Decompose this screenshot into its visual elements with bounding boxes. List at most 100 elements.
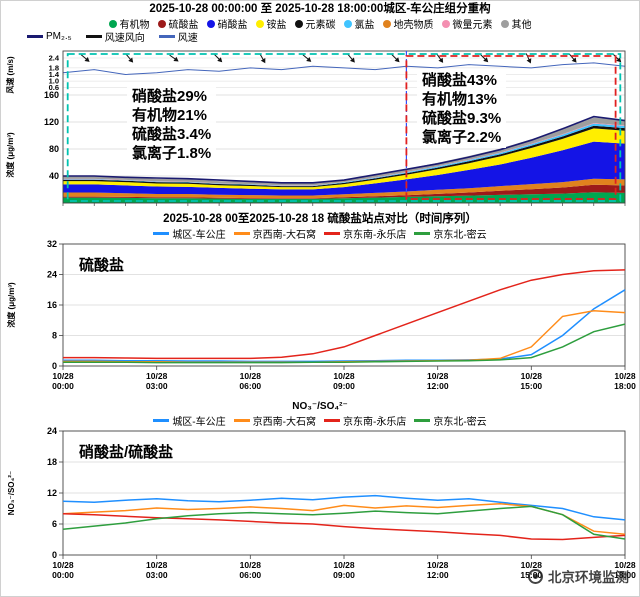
legend-item-ammonium: 铵盐 bbox=[255, 16, 287, 31]
svg-text:0: 0 bbox=[52, 550, 57, 560]
svg-text:8: 8 bbox=[52, 331, 57, 341]
ratio-axis-title: NO₃⁻/SO₄²⁻ bbox=[292, 401, 348, 412]
legend-swatch-icon bbox=[206, 19, 215, 28]
series-lines bbox=[62, 494, 626, 541]
sulfate-chart-panel: 2025-10-28 00至2025-10-28 18 硫酸盐站点对比（时间序列… bbox=[1, 211, 639, 414]
legend-label: PM₂.₅ bbox=[46, 31, 72, 42]
legend-label: 城区-车公庄 bbox=[172, 230, 226, 241]
wind-arrow-icon bbox=[347, 53, 355, 63]
composition-summary-late: 硝酸盐43% 有机物13% 硫酸盐9.3% 氯离子2.2% bbox=[417, 70, 507, 148]
legend-swatch-icon bbox=[108, 19, 117, 28]
legend-label: 微量元素 bbox=[452, 20, 493, 31]
svg-text:10/28: 10/28 bbox=[146, 560, 168, 570]
svg-text:00:00: 00:00 bbox=[52, 570, 74, 580]
summary-line: 氯离子1.8% bbox=[132, 145, 212, 162]
conc-axis-label: 浓度 (μg/m³) bbox=[5, 132, 15, 178]
svg-text:06:00: 06:00 bbox=[239, 570, 261, 580]
legend-swatch-icon bbox=[157, 19, 166, 28]
sulfate-stations-legend: 城区-车公庄 京西南-大石窝 京东南-永乐店 京东北-密云 bbox=[1, 226, 639, 241]
svg-text:18: 18 bbox=[47, 457, 57, 467]
legend-item-organic: 有机物 bbox=[108, 16, 150, 31]
svg-text:24: 24 bbox=[47, 427, 57, 436]
svg-text:0: 0 bbox=[52, 361, 57, 371]
legend-item-wind-direction: 风速风向 bbox=[85, 29, 145, 44]
summary-line: 硝酸盐29% bbox=[132, 88, 208, 105]
svg-text:10/28: 10/28 bbox=[521, 560, 543, 570]
wind-arrow-icon bbox=[169, 54, 179, 62]
stacked-areas bbox=[63, 117, 625, 203]
legend-label: 风速风向 bbox=[104, 33, 145, 44]
series-line-chegongzhuang bbox=[63, 289, 626, 363]
legend-swatch-icon bbox=[255, 19, 264, 28]
svg-text:160: 160 bbox=[44, 90, 59, 100]
watermark-logo-icon bbox=[528, 568, 543, 584]
summary-line: 硫酸盐9.3% bbox=[422, 110, 502, 127]
y-axis-label: NO₃⁻/SO₄²⁻ bbox=[7, 471, 16, 515]
legend-label: 京东北-密云 bbox=[433, 230, 487, 241]
legend-line-icon bbox=[324, 232, 340, 235]
wind-arrow-icon bbox=[214, 54, 223, 63]
svg-text:120: 120 bbox=[44, 117, 59, 127]
legend-line-icon bbox=[233, 232, 250, 235]
chart-inner-label: 硫酸盐 bbox=[79, 256, 124, 274]
svg-text:10/28: 10/28 bbox=[614, 371, 636, 381]
svg-text:06:00: 06:00 bbox=[239, 381, 261, 391]
watermark-text: 北京环境监测 bbox=[548, 570, 629, 585]
legend-item-dashiwo: 京西南-大石窝 bbox=[233, 226, 316, 241]
composition-chart-panel: 2025-10-28 00:00:00 至 2025-10-28 18:00:0… bbox=[1, 1, 639, 211]
svg-text:12:00: 12:00 bbox=[427, 381, 449, 391]
legend-line-icon bbox=[153, 232, 170, 235]
legend-label: 城区-车公庄 bbox=[172, 417, 226, 428]
area-other bbox=[63, 117, 625, 186]
svg-text:12:00: 12:00 bbox=[427, 570, 449, 580]
plot-frame bbox=[62, 50, 626, 204]
wind-arrow-icon bbox=[569, 53, 577, 63]
composition-legend: 有机物 硫酸盐 硝酸盐 铵盐 元素碳 氯盐 地壳物质 微量元素 其他 bbox=[1, 16, 639, 31]
svg-text:10/28: 10/28 bbox=[240, 371, 262, 381]
legend-label: 京西南-大石窝 bbox=[252, 417, 316, 428]
wind-axis-label: 风速 (m/s) bbox=[5, 56, 15, 94]
legend-item-pm25: PM₂.₅ bbox=[27, 31, 72, 42]
summary-line: 氯离子2.2% bbox=[422, 129, 502, 146]
legend-label: 其他 bbox=[511, 20, 532, 31]
legend-label: 京东南-永乐店 bbox=[343, 417, 407, 428]
svg-text:10/28: 10/28 bbox=[614, 560, 636, 570]
legend-label: 硝酸盐 bbox=[217, 20, 248, 31]
svg-text:10/28: 10/28 bbox=[427, 560, 449, 570]
svg-text:10/28: 10/28 bbox=[333, 371, 355, 381]
legend-line-icon bbox=[27, 35, 43, 38]
y-tick-labels: 0 6 12 18 24 bbox=[47, 427, 63, 560]
legend-swatch-icon bbox=[441, 19, 450, 28]
summary-line: 有机物21% bbox=[132, 107, 208, 124]
svg-text:16: 16 bbox=[47, 300, 57, 310]
legend-item-trace: 微量元素 bbox=[441, 16, 493, 31]
svg-text:18:00: 18:00 bbox=[614, 381, 636, 391]
wind-speed-line bbox=[62, 62, 626, 76]
legend-line-icon bbox=[233, 419, 250, 422]
y-tick-labels: 0 8 16 24 32 bbox=[47, 240, 63, 371]
svg-text:10/28: 10/28 bbox=[427, 371, 449, 381]
series-line-yongledian bbox=[63, 269, 626, 360]
sulfate-chart-title: 2025-10-28 00至2025-10-28 18 硫酸盐站点对比（时间序列… bbox=[163, 213, 477, 225]
composition-chart-title: 2025-10-28 00:00:00 至 2025-10-28 18:00:0… bbox=[149, 3, 491, 15]
legend-item-yongledian: 京东南-永乐店 bbox=[324, 226, 406, 241]
legend-label: 地壳物质 bbox=[393, 20, 434, 31]
legend-swatch-icon bbox=[500, 19, 509, 28]
legend-item-ec: 元素碳 bbox=[294, 16, 336, 31]
series-lines bbox=[63, 269, 626, 364]
svg-text:09:00: 09:00 bbox=[333, 381, 355, 391]
series-line-yongledian bbox=[62, 512, 626, 541]
legend-line-icon bbox=[414, 419, 431, 422]
svg-text:2.4: 2.4 bbox=[49, 54, 60, 63]
legend-label: 京东南-永乐店 bbox=[343, 230, 407, 241]
legend-item-yongledian: 京东南-永乐店 bbox=[324, 413, 406, 428]
svg-text:24: 24 bbox=[47, 270, 57, 280]
legend-item-sulfate: 硫酸盐 bbox=[157, 16, 199, 31]
series-line-miyun bbox=[63, 323, 626, 364]
wind-direction-arrows bbox=[80, 53, 622, 64]
analysis-region-outer bbox=[66, 53, 622, 202]
wind-arrow-icon bbox=[525, 53, 532, 64]
